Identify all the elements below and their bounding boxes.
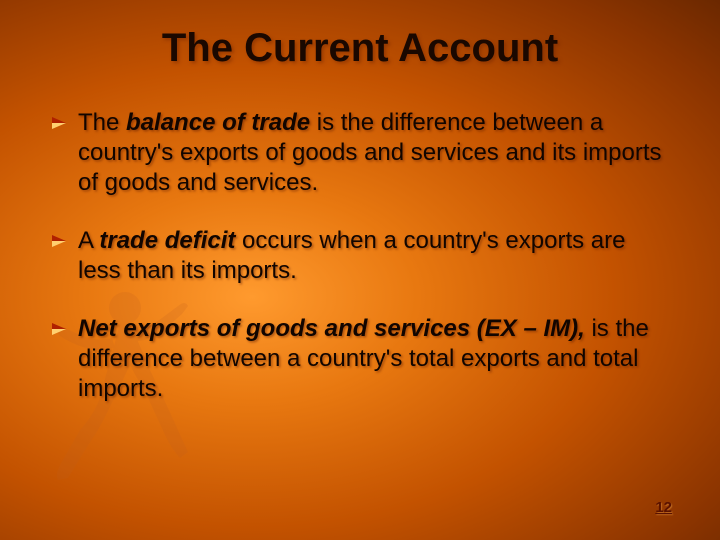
bullet-text-emph: trade deficit (99, 227, 235, 254)
bullet-text-plain: The (78, 109, 126, 136)
slide: The Current Account The balance of trade… (0, 0, 720, 540)
page-number: 12 (655, 499, 672, 516)
bullet-item: Net exports of goods and services (EX – … (78, 314, 672, 404)
bullet-text-emph: Net exports of goods and services (EX – … (78, 315, 585, 342)
bullet-text-plain: A (78, 227, 99, 254)
bullet-item: A trade deficit occurs when a country's … (78, 226, 672, 286)
slide-title: The Current Account (0, 26, 720, 71)
bullet-text-emph: balance of trade (126, 109, 310, 136)
slide-body: The balance of trade is the difference b… (78, 108, 672, 432)
bullet-item: The balance of trade is the difference b… (78, 108, 672, 198)
